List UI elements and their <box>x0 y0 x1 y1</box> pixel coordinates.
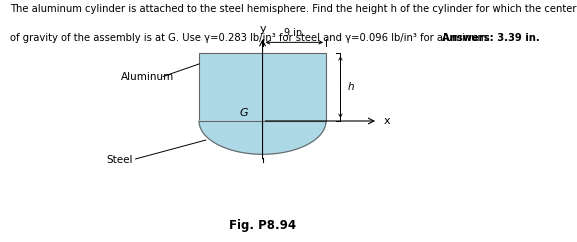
Text: of gravity of the assembly is at G. Use γ=0.283 lb/in³ for steel and γ=0.096 lb/: of gravity of the assembly is at G. Use … <box>10 33 494 43</box>
Text: Fig. P8.94: Fig. P8.94 <box>229 219 296 232</box>
Text: h: h <box>347 82 354 92</box>
Text: y: y <box>259 24 266 34</box>
Text: x: x <box>384 116 390 126</box>
Text: Steel: Steel <box>107 155 133 165</box>
Text: 9 in.: 9 in. <box>284 28 305 38</box>
Bar <box>199 53 326 121</box>
Polygon shape <box>199 121 326 154</box>
Text: The aluminum cylinder is attached to the steel hemisphere. Find the height h of : The aluminum cylinder is attached to the… <box>10 4 577 14</box>
Text: Answers: 3.39 in.: Answers: 3.39 in. <box>442 33 539 43</box>
Text: G: G <box>239 108 248 118</box>
Text: Aluminum: Aluminum <box>121 72 174 83</box>
